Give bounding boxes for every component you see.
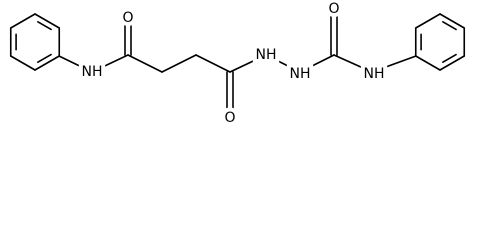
bond — [442, 53, 457, 64]
bond — [333, 54, 373, 73]
atom-label: NH — [82, 64, 103, 80]
bond — [299, 54, 335, 73]
bond — [9, 55, 36, 71]
bond — [37, 53, 52, 64]
atom-label: O — [224, 110, 235, 126]
bond — [414, 13, 441, 29]
bond — [34, 13, 61, 29]
bond — [439, 55, 466, 71]
atom-label: NH — [256, 47, 277, 63]
bonds — [9, 13, 466, 113]
atom-label: O — [328, 1, 339, 17]
bond — [439, 13, 466, 29]
atom-label: NH — [364, 66, 385, 82]
bond — [195, 54, 231, 73]
bond — [91, 54, 129, 73]
bond — [9, 13, 36, 29]
bond — [161, 54, 197, 73]
bond — [127, 54, 163, 73]
bond — [442, 20, 457, 31]
bond — [229, 54, 267, 73]
bond — [34, 55, 61, 71]
atom-label: O — [122, 10, 133, 26]
atom-label: NH — [290, 66, 311, 82]
molecule-diagram: NH O O NH NH O NH — [9, 1, 466, 126]
bond — [265, 54, 301, 73]
bond — [37, 20, 52, 31]
bond — [371, 55, 417, 73]
bond — [414, 55, 441, 71]
bond — [58, 55, 93, 73]
